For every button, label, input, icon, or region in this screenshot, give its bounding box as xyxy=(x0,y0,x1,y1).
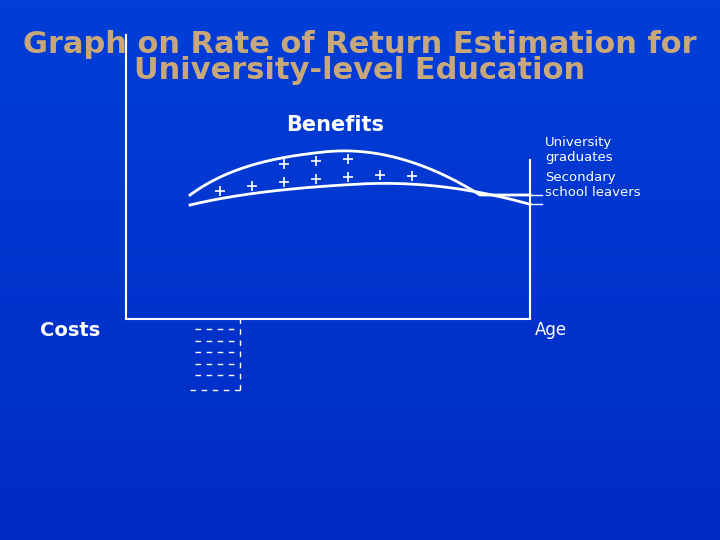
Bar xyxy=(0,76,720,86)
Bar xyxy=(0,216,720,227)
Bar xyxy=(0,22,720,32)
Bar xyxy=(0,32,720,43)
Point xyxy=(215,186,226,195)
Bar xyxy=(0,324,720,335)
Bar xyxy=(0,130,720,140)
Bar xyxy=(0,54,720,65)
Bar xyxy=(0,410,720,421)
Text: Secondary
school leavers: Secondary school leavers xyxy=(545,171,641,199)
Bar xyxy=(0,313,720,324)
Text: Benefits: Benefits xyxy=(286,115,384,135)
Point xyxy=(246,181,258,190)
Bar xyxy=(0,464,720,475)
Bar xyxy=(0,335,720,346)
Bar xyxy=(0,443,720,454)
Bar xyxy=(0,292,720,302)
Bar xyxy=(0,194,720,205)
Bar xyxy=(0,184,720,194)
Bar xyxy=(0,173,720,184)
Point xyxy=(342,172,354,181)
Bar xyxy=(0,0,720,11)
Bar xyxy=(0,518,720,529)
Bar xyxy=(0,65,720,76)
Bar xyxy=(0,281,720,292)
Point xyxy=(310,157,322,165)
Bar xyxy=(0,475,720,486)
Bar xyxy=(0,108,720,119)
Bar xyxy=(0,162,720,173)
Text: University
graduates: University graduates xyxy=(545,136,613,164)
Bar xyxy=(0,421,720,432)
Bar xyxy=(0,227,720,238)
Bar xyxy=(0,43,720,54)
Point xyxy=(374,171,386,180)
Bar xyxy=(0,97,720,108)
Bar xyxy=(0,486,720,497)
Text: Graph on Rate of Return Estimation for: Graph on Rate of Return Estimation for xyxy=(23,30,697,59)
Point xyxy=(310,174,322,183)
Text: University-level Education: University-level Education xyxy=(135,56,585,85)
Bar xyxy=(0,205,720,216)
Point xyxy=(278,159,289,168)
Bar xyxy=(0,508,720,518)
Text: Age: Age xyxy=(535,321,567,339)
Bar xyxy=(0,119,720,130)
Bar xyxy=(0,389,720,400)
Point xyxy=(278,178,289,186)
Bar xyxy=(0,259,720,270)
Bar xyxy=(0,140,720,151)
Bar xyxy=(0,302,720,313)
Bar xyxy=(0,86,720,97)
Bar xyxy=(0,238,720,248)
Bar xyxy=(0,378,720,389)
Point xyxy=(342,154,354,163)
Point xyxy=(406,172,418,180)
Bar xyxy=(0,356,720,367)
Bar xyxy=(0,270,720,281)
Bar xyxy=(0,151,720,162)
Bar xyxy=(0,400,720,410)
Bar xyxy=(0,346,720,356)
Bar xyxy=(0,529,720,540)
Bar xyxy=(0,432,720,443)
Text: Costs: Costs xyxy=(40,321,100,340)
Bar xyxy=(0,454,720,464)
Bar xyxy=(0,248,720,259)
Bar xyxy=(0,497,720,508)
Bar xyxy=(0,367,720,378)
Bar xyxy=(0,11,720,22)
